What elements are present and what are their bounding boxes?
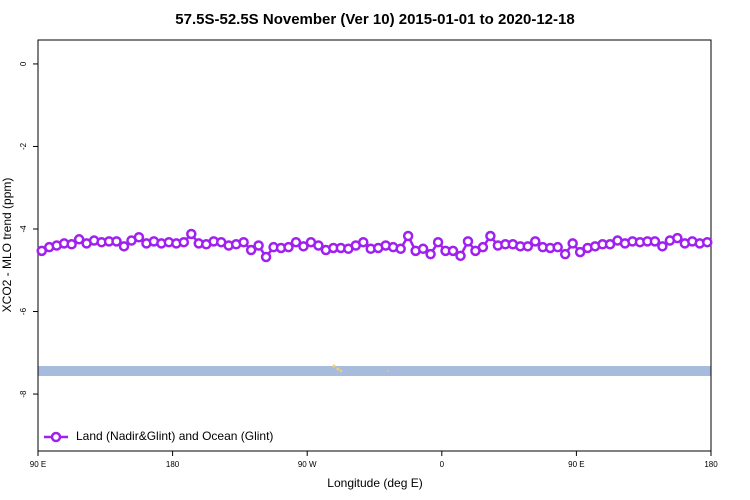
land-dot xyxy=(332,364,336,368)
data-point xyxy=(657,241,668,252)
y-tick-label: -4 xyxy=(19,225,28,233)
data-point xyxy=(574,246,586,258)
y-tick-label: -2 xyxy=(19,142,28,150)
data-point xyxy=(462,236,474,247)
data-point xyxy=(447,245,459,257)
surface-strip xyxy=(38,366,711,376)
data-point xyxy=(178,236,190,248)
data-point xyxy=(477,241,489,253)
data-point xyxy=(402,230,414,242)
land-dot xyxy=(339,369,343,373)
data-point xyxy=(111,236,122,247)
data-point xyxy=(313,240,324,251)
y-tick-label: -6 xyxy=(19,307,28,315)
data-point xyxy=(425,248,436,260)
data-point xyxy=(253,240,264,251)
y-tick-label: 0 xyxy=(19,61,28,66)
data-point xyxy=(530,236,541,247)
x-axis-label: Longitude (deg E) xyxy=(327,476,422,490)
data-point xyxy=(702,236,713,248)
data-point xyxy=(66,239,77,250)
data-point xyxy=(559,248,571,260)
x-tick-label: 90 E xyxy=(568,460,584,469)
land-dot xyxy=(387,370,389,372)
y-axis-label: XCO2 - MLO trend (ppm) xyxy=(0,178,14,313)
data-point xyxy=(552,241,563,253)
data-point xyxy=(522,241,534,252)
data-point xyxy=(485,230,496,242)
data-point xyxy=(260,251,272,263)
data-point xyxy=(245,244,257,256)
data-point xyxy=(290,236,302,248)
data-point xyxy=(455,250,466,262)
data-point xyxy=(567,238,578,249)
x-tick-label: 180 xyxy=(704,460,718,469)
data-point xyxy=(238,236,249,248)
legend-label: Land (Nadir&Glint) and Ocean (Glint) xyxy=(76,429,273,443)
data-point xyxy=(118,241,130,252)
data-point xyxy=(283,241,294,253)
data-point xyxy=(298,241,309,252)
data-point xyxy=(73,234,85,245)
land-dot xyxy=(336,367,340,371)
data-point xyxy=(395,243,406,255)
data-point xyxy=(358,236,369,248)
y-tick-label: -8 xyxy=(19,390,28,398)
data-point xyxy=(672,232,683,244)
legend-marker xyxy=(50,431,62,443)
data-point xyxy=(649,236,661,247)
x-tick-label: 90 W xyxy=(298,460,317,469)
data-point xyxy=(186,228,197,240)
chart-title: 57.5S-52.5S November (Ver 10) 2015-01-01… xyxy=(175,11,574,28)
x-tick-label: 90 E xyxy=(30,460,46,469)
x-tick-label: 0 xyxy=(440,460,445,469)
data-point xyxy=(133,231,145,243)
data-point xyxy=(417,243,429,255)
x-tick-label: 180 xyxy=(166,460,180,469)
data-point xyxy=(432,236,444,248)
